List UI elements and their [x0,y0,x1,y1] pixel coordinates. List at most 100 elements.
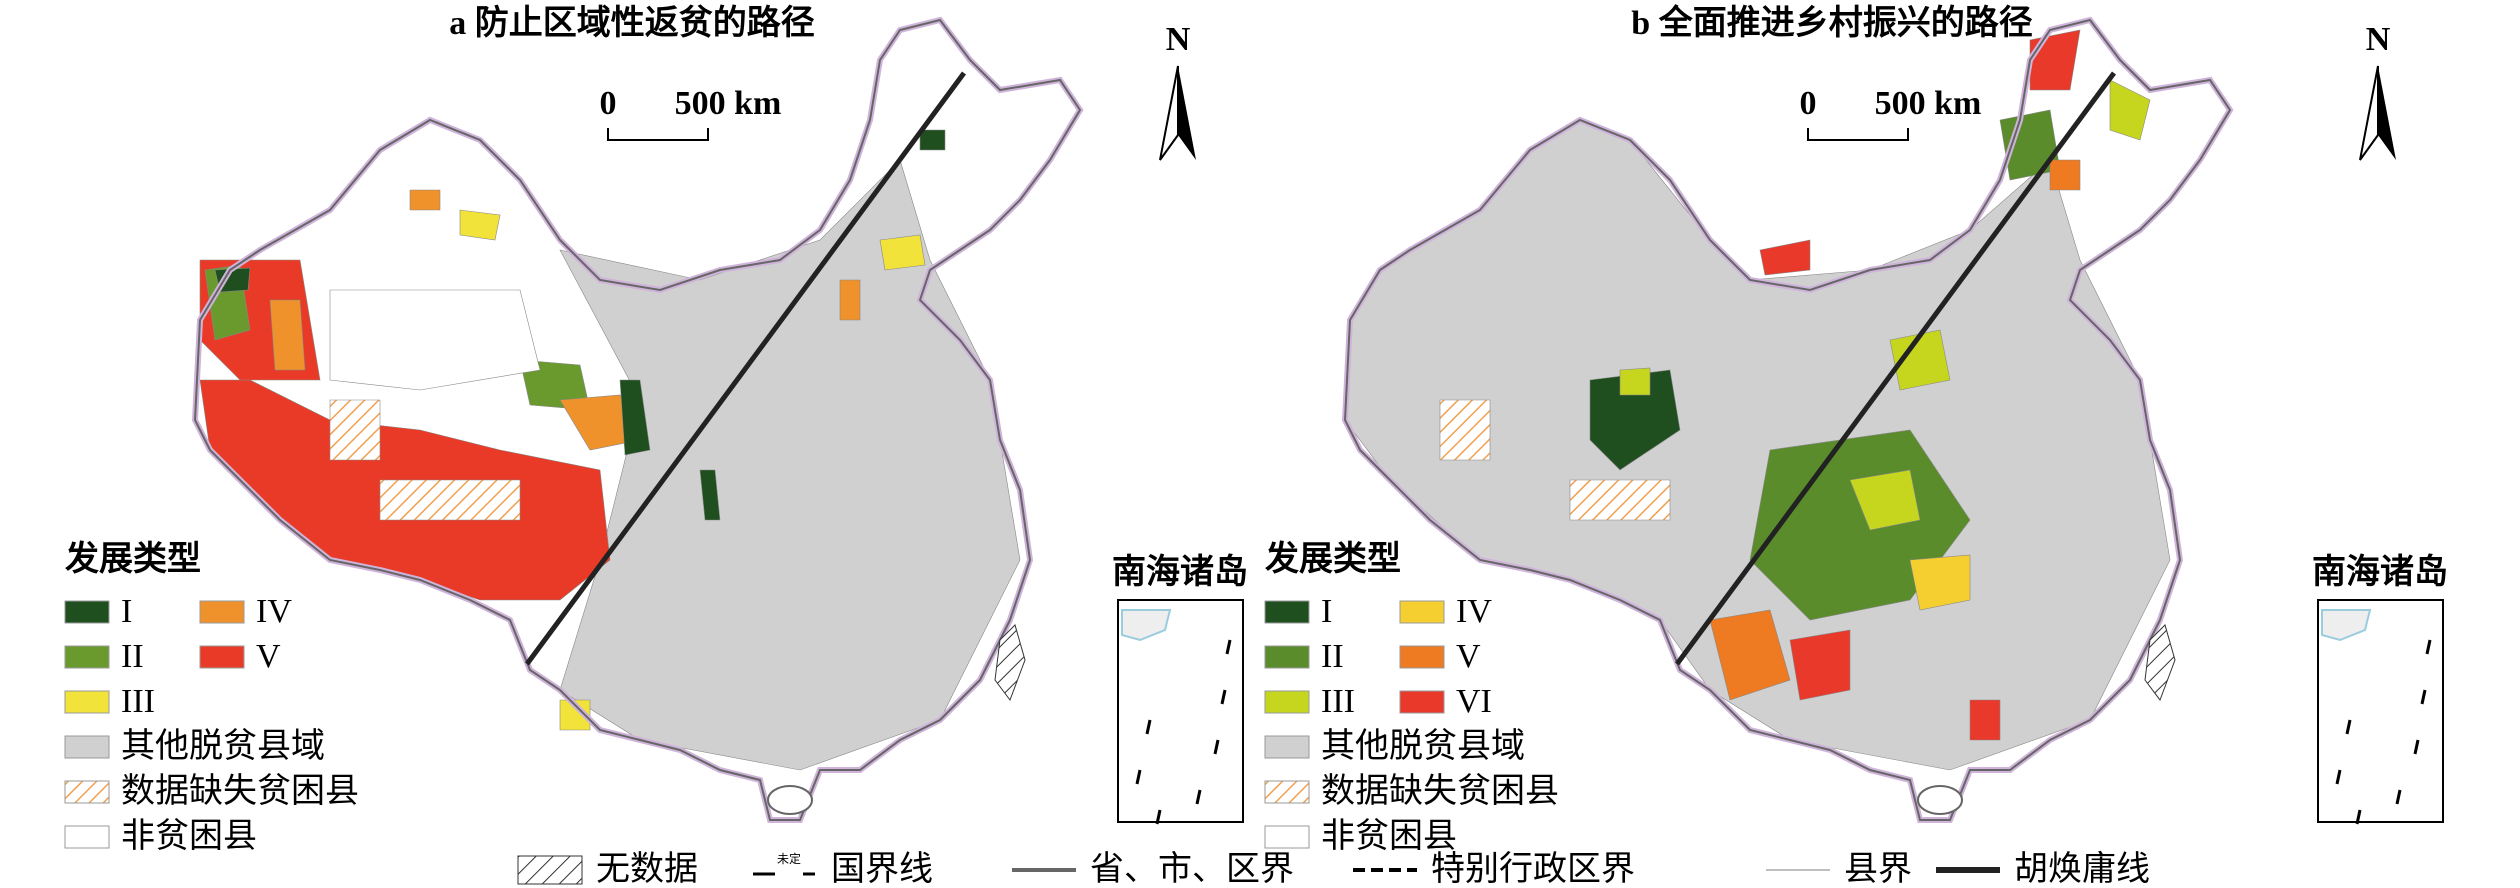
north-arrow [1159,65,1179,161]
map [1345,20,2230,820]
legend-swatch [1264,780,1310,804]
inset-boundary [2413,739,2420,755]
legend-label: II [121,638,144,675]
scale-end: 500 km [675,85,782,122]
scale-bar [1807,128,1909,141]
north-label: N [1166,21,1191,58]
legend-swatch [64,600,110,624]
inset-title: 南海诸岛 [2312,553,2448,591]
region [919,129,946,151]
legend-label: 胡焕庸线 [2014,850,2150,888]
legend-swatch [1264,825,1310,849]
inset-boundary [2425,639,2432,655]
legend-label: III [121,683,155,720]
inset-boundary [2345,719,2352,735]
region [699,469,721,521]
region [1569,479,1671,521]
legend-label: V [1456,638,1481,675]
legend-label: 数据缺失贫困县 [1321,772,1559,810]
legend-label: I [1321,593,1332,630]
region [559,699,591,731]
legend-label: III [1321,683,1355,720]
region [269,299,306,371]
inset-coast [2321,609,2372,642]
bottom-legend: 无数据 未定 国界线 省、市、区界 特别行政区界 县界 胡焕庸线 [517,850,2150,888]
legend-swatch [199,600,245,624]
inset-boundary [1213,739,1220,755]
region [1759,239,1811,276]
panel-title: a 防止区域性返贫的路径 [449,4,815,42]
legend-label: VI [1456,683,1492,720]
legend-label: 省、市、区界 [1090,850,1294,888]
region [1619,367,1651,396]
legend-swatch [64,825,110,849]
region [619,379,651,456]
legend-label: IV [1456,593,1492,630]
scale-end: 500 km [1875,85,1982,122]
north-arrow [2359,65,2379,161]
legend-swatch [1264,735,1310,759]
north-label: N [2366,21,2391,58]
scale-start: 0 [600,85,617,122]
legend-label: 数据缺失贫困县 [121,772,359,810]
inset-boundary [2420,689,2427,705]
legend-swatch [1264,690,1310,714]
hu-line [1674,71,2117,666]
legend-swatch [64,690,110,714]
legend-label: 其他脱贫县域 [1321,727,1525,765]
legend-label: 无数据 [596,850,698,888]
region [1709,609,1791,701]
legend-label: 其他脱贫县域 [121,727,325,765]
inset-boundary [2395,789,2402,805]
legend-swatch [1399,645,1445,669]
region [379,479,521,521]
legend-label: II [1321,638,1344,675]
legend-label: 非贫困县 [121,817,257,855]
region [1969,699,2001,741]
inset-boundary [1220,689,1227,705]
north-arrow-dark [1178,66,1196,160]
region [559,159,1021,771]
north-arrow-dark [2378,66,2396,160]
inset-boundary [2335,769,2342,785]
legend-swatch [1264,600,1310,624]
region [459,209,501,241]
legend-swatch [1264,645,1310,669]
legend-label: V [256,638,281,675]
legend-symbol-text: 未定 [777,851,801,866]
legend-swatch [64,780,110,804]
legend-symbol [517,855,583,885]
legend-swatch [1399,600,1445,624]
legend-title: 发展类型 [1265,540,1401,578]
inset-title: 南海诸岛 [1112,553,1248,591]
scale-bar [607,128,709,141]
inset-boundary [1225,639,1232,655]
panel-title: b 全面推进乡村振兴的路径 [1631,3,2032,42]
region [879,234,926,271]
region [329,399,381,461]
legend-label: 县界 [1844,851,1912,888]
region [2049,159,2081,191]
hu-line [524,71,967,666]
region [1789,629,1851,701]
region [839,279,861,321]
map [195,20,1080,820]
legend-swatch [64,645,110,669]
legend-label: 特别行政区界 [1431,850,1635,888]
taiwan [2144,624,2176,702]
taiwan [994,624,1026,702]
inset-boundary [1195,789,1202,805]
region [329,289,541,391]
region [409,189,441,211]
legend-title: 发展类型 [65,540,201,578]
inset-boundary [1135,769,1142,785]
hainan [767,785,813,815]
region [1589,369,1681,471]
inset-boundary [1145,719,1152,735]
region [2109,79,2151,141]
legend-label: 国界线 [831,850,933,888]
